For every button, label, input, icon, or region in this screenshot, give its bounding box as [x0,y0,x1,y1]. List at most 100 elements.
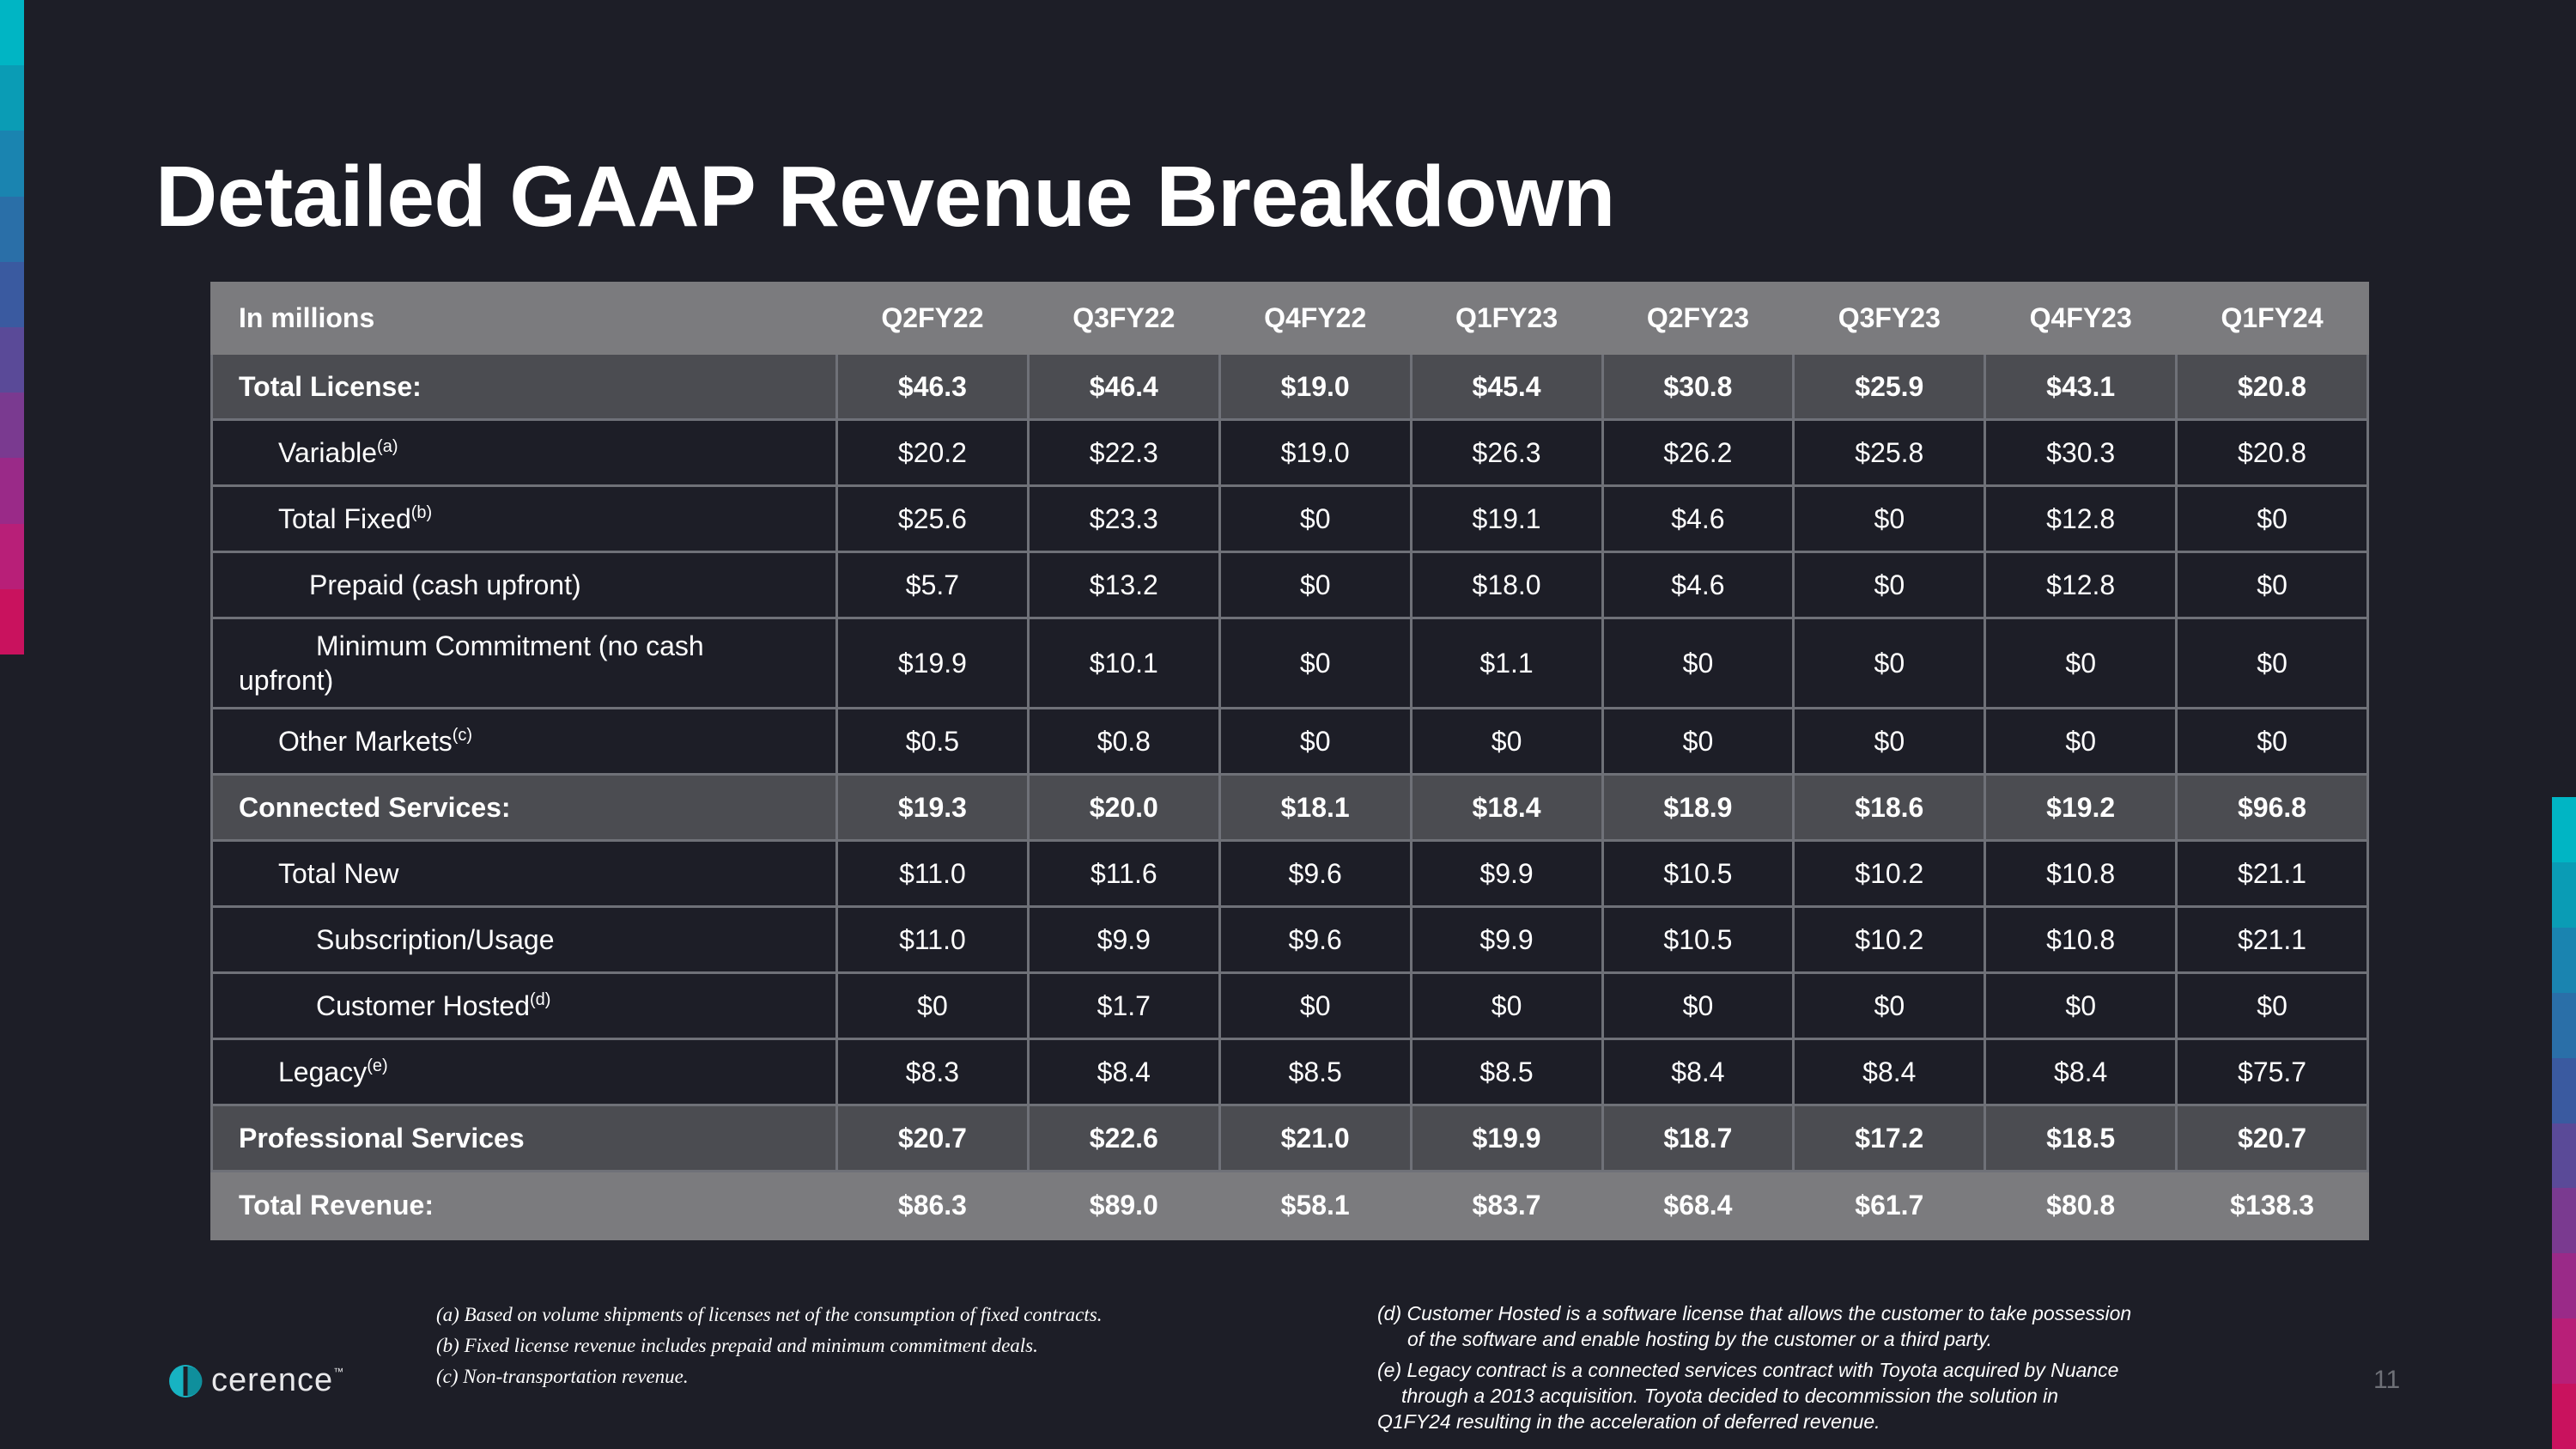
footnotes-right: (d) Customer Hosted is a software licens… [1377,1300,2219,1434]
table-cell: $11.0 [835,839,1030,908]
table-cell: $89.0 [1026,1170,1221,1240]
row-label-cell: Other Markets(c) [210,707,838,776]
row-label-cell: Customer Hosted(d) [210,971,838,1040]
table-row-subscription-usage: Subscription/Usage $11.0 $9.9 $9.6 $9.9 … [210,905,2369,974]
page-title: Detailed GAAP Revenue Breakdown [155,149,1615,245]
row-label: Minimum Commitment (no cash upfront) [210,617,838,709]
table-cell: $68.4 [1601,1170,1795,1240]
table-cell: $58.1 [1218,1170,1413,1240]
table-header-row: In millions Q2FY22 Q3FY22 Q4FY22 Q1FY23 … [210,282,2369,355]
row-label: Connected Services: [210,773,838,842]
table-cell: $30.3 [1984,418,2178,487]
row-label-cell: Total Fixed(b) [210,484,838,553]
table-cell: $12.8 [1984,484,2178,553]
table-cell: $21.0 [1218,1104,1413,1172]
table-cell: $4.6 [1601,551,1795,619]
table-cell: $9.9 [1409,905,1604,974]
table-cell: $26.2 [1601,418,1795,487]
table-cell: $21.1 [2175,839,2369,908]
table-cell: $0 [1218,484,1413,553]
table-cell: $0 [2175,617,2369,709]
table-cell: $13.2 [1026,551,1221,619]
table-row-minimum-commitment: Minimum Commitment (no cash upfront) $19… [210,617,2369,709]
table-cell: $46.3 [835,352,1030,421]
table-cell: $25.9 [1792,352,1987,421]
table-cell: $18.5 [1984,1104,2178,1172]
table-cell: $10.8 [1984,839,2178,908]
table-cell: $0.8 [1026,707,1221,776]
cerence-logo: cerence™ [168,1362,344,1399]
row-label: Variable [278,436,378,468]
table-cell: $19.9 [835,617,1030,709]
footnote-ref: (c) [452,725,473,745]
table-cell: $8.4 [1984,1038,2178,1106]
table-cell: $20.7 [835,1104,1030,1172]
cerence-logo-icon [169,1364,203,1397]
table-cell: $30.8 [1601,352,1795,421]
table-cell: $0 [1792,551,1987,619]
table-cell: $20.2 [835,418,1030,487]
column-header: Q1FY24 [2175,282,2369,355]
table-row-other-markets: Other Markets(c) $0.5 $0.8 $0 $0 $0 $0 $… [210,707,2369,776]
table-cell: $9.9 [1409,839,1604,908]
table-cell: $0 [1601,971,1795,1040]
row-label: Legacy [278,1056,368,1087]
table-cell: $18.9 [1601,773,1795,842]
table-cell: $9.6 [1218,905,1413,974]
table-row-total-revenue: Total Revenue: $86.3 $89.0 $58.1 $83.7 $… [210,1170,2369,1240]
revenue-table-container: In millions Q2FY22 Q3FY22 Q4FY22 Q1FY23 … [210,282,2369,1240]
row-label: Total Fixed [278,502,411,534]
table-cell: $21.1 [2175,905,2369,974]
table-cell: $23.3 [1026,484,1221,553]
table-cell: $1.7 [1026,971,1221,1040]
row-label: Total Revenue: [210,1170,838,1240]
table-cell: $22.3 [1026,418,1221,487]
table-cell: $0 [1601,707,1795,776]
column-header: Q2FY23 [1601,282,1795,355]
table-cell: $19.0 [1218,418,1413,487]
table-cell: $18.6 [1792,773,1987,842]
row-label: Total License: [210,352,838,421]
table-cell: $10.2 [1792,905,1987,974]
table-cell: $8.5 [1409,1038,1604,1106]
row-label: Customer Hosted [316,989,530,1021]
footnote-ref: (b) [410,502,433,522]
table-cell: $20.0 [1026,773,1221,842]
table-cell: $0 [1218,551,1413,619]
table-cell: $10.1 [1026,617,1221,709]
table-row-connected-services: Connected Services: $19.3 $20.0 $18.1 $1… [210,773,2369,842]
table-cell: $0 [2175,971,2369,1040]
table-cell: $25.6 [835,484,1030,553]
table-cell: $8.4 [1792,1038,1987,1106]
column-header: Q4FY22 [1218,282,1413,355]
page-number: 11 [2373,1366,2401,1394]
column-header: Q3FY22 [1026,282,1221,355]
table-cell: $0 [2175,707,2369,776]
table-cell: $8.4 [1026,1038,1221,1106]
table-cell: $4.6 [1601,484,1795,553]
table-cell: $19.9 [1409,1104,1604,1172]
table-cell: $45.4 [1409,352,1604,421]
table-row-variable: Variable(a) $20.2 $22.3 $19.0 $26.3 $26.… [210,418,2369,487]
footnote-ref: (e) [367,1056,388,1075]
table-cell: $0 [1984,707,2178,776]
row-label-cell: Variable(a) [210,418,838,487]
table-cell: $22.6 [1026,1104,1221,1172]
table-cell: $8.4 [1601,1038,1795,1106]
table-cell: $10.5 [1601,839,1795,908]
table-cell: $25.8 [1792,418,1987,487]
table-cell: $0 [1792,971,1987,1040]
table-cell: $0 [2175,551,2369,619]
table-cell: $0 [2175,484,2369,553]
table-row-total-fixed: Total Fixed(b) $25.6 $23.3 $0 $19.1 $4.6… [210,484,2369,553]
table-cell: $19.1 [1409,484,1604,553]
table-cell: $61.7 [1792,1170,1987,1240]
table-cell: $11.6 [1026,839,1221,908]
table-cell: $12.8 [1984,551,2178,619]
table-cell: $83.7 [1409,1170,1604,1240]
column-header: Q1FY23 [1409,282,1604,355]
table-cell: $0 [1409,707,1604,776]
table-cell: $0 [1409,971,1604,1040]
table-cell: $0 [1792,707,1987,776]
table-cell: $18.1 [1218,773,1413,842]
